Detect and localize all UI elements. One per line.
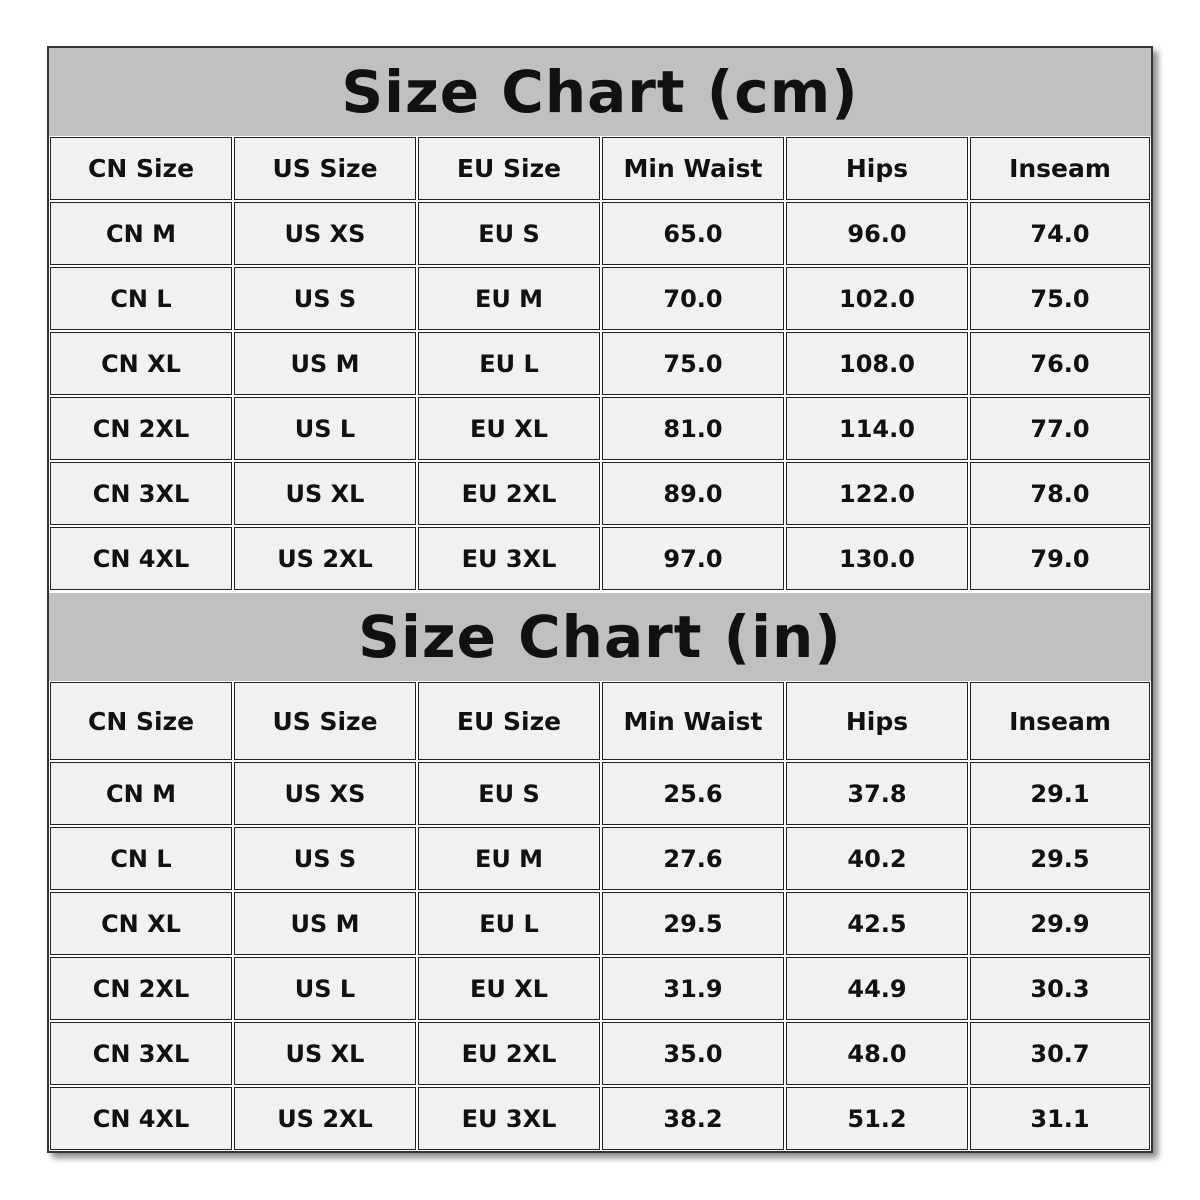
table-cell: CN XL [50,892,232,955]
column-header: US Size [234,682,416,760]
table-cell: US L [234,957,416,1020]
table-cell: 70.0 [602,267,784,330]
table-cell: 76.0 [970,332,1150,395]
table-cell: CN M [50,762,232,825]
table-cell: 65.0 [602,202,784,265]
table-cell: CN 3XL [50,462,232,525]
table-cell: 29.1 [970,762,1150,825]
table-cell: 38.2 [602,1087,784,1150]
table-cell: 122.0 [786,462,968,525]
table-cell: 31.1 [970,1087,1150,1150]
table-cell: 37.8 [786,762,968,825]
table-cell: EU XL [418,957,600,1020]
table-cell: EU 2XL [418,1022,600,1085]
table-cell: US XL [234,1022,416,1085]
section-title: Size Chart (cm) [49,48,1151,136]
section-title: Size Chart (in) [49,593,1151,681]
table-cell: US 2XL [234,1087,416,1150]
table-cell: EU L [418,892,600,955]
table-cell: 25.6 [602,762,784,825]
table-cell: 74.0 [970,202,1150,265]
table-cell: 79.0 [970,527,1150,590]
table-cell: US M [234,332,416,395]
table-cell: 77.0 [970,397,1150,460]
table-cell: 130.0 [786,527,968,590]
column-header: CN Size [50,682,232,760]
table-cell: 96.0 [786,202,968,265]
table-cell: EU 3XL [418,1087,600,1150]
table-cell: US L [234,397,416,460]
table-cell: EU 3XL [418,527,600,590]
table-cell: 97.0 [602,527,784,590]
table-cell: 29.5 [602,892,784,955]
table-cell: EU S [418,202,600,265]
table-cell: 75.0 [970,267,1150,330]
table-cell: 42.5 [786,892,968,955]
table-cell: CN M [50,202,232,265]
table-cell: 48.0 [786,1022,968,1085]
table-cell: 44.9 [786,957,968,1020]
table-cell: 75.0 [602,332,784,395]
column-header: Hips [786,682,968,760]
table-cell: CN 2XL [50,397,232,460]
table-cell: US 2XL [234,527,416,590]
size-chart: Size Chart (cm) CN Size US Size EU Size Min … [47,46,1153,1153]
table-cell: US XS [234,202,416,265]
table-cell: 114.0 [786,397,968,460]
table-cell: 81.0 [602,397,784,460]
table-cell: EU M [418,827,600,890]
column-header: Min Waist [602,137,784,200]
table-cell: 35.0 [602,1022,784,1085]
table-cell: US S [234,267,416,330]
table-cell: EU S [418,762,600,825]
column-header: EU Size [418,682,600,760]
column-header: Min Waist [602,682,784,760]
table-cell: CN 4XL [50,527,232,590]
table-cell: CN 2XL [50,957,232,1020]
table-cell: US M [234,892,416,955]
table-cell: CN L [50,827,232,890]
column-header: EU Size [418,137,600,200]
table-cell: 29.9 [970,892,1150,955]
table-cell: 51.2 [786,1087,968,1150]
column-header: Inseam [970,682,1150,760]
table-cell: 27.6 [602,827,784,890]
table-cell: 89.0 [602,462,784,525]
column-header: Hips [786,137,968,200]
table-cell: CN XL [50,332,232,395]
table-cell: CN L [50,267,232,330]
table-cell: EU L [418,332,600,395]
table-cell: 102.0 [786,267,968,330]
table-cell: 30.3 [970,957,1150,1020]
column-header: CN Size [50,137,232,200]
table-cell: EU M [418,267,600,330]
table-cell: CN 3XL [50,1022,232,1085]
table-cell: US XS [234,762,416,825]
table-cell: 29.5 [970,827,1150,890]
table-cell: 30.7 [970,1022,1150,1085]
table-cell: CN 4XL [50,1087,232,1150]
table-cell: 78.0 [970,462,1150,525]
table-cell: EU XL [418,397,600,460]
table-cell: EU 2XL [418,462,600,525]
column-header: US Size [234,137,416,200]
table-cell: 31.9 [602,957,784,1020]
column-header: Inseam [970,137,1150,200]
table-cell: US XL [234,462,416,525]
table-cell: 108.0 [786,332,968,395]
table-cell: 40.2 [786,827,968,890]
table-cell: US S [234,827,416,890]
